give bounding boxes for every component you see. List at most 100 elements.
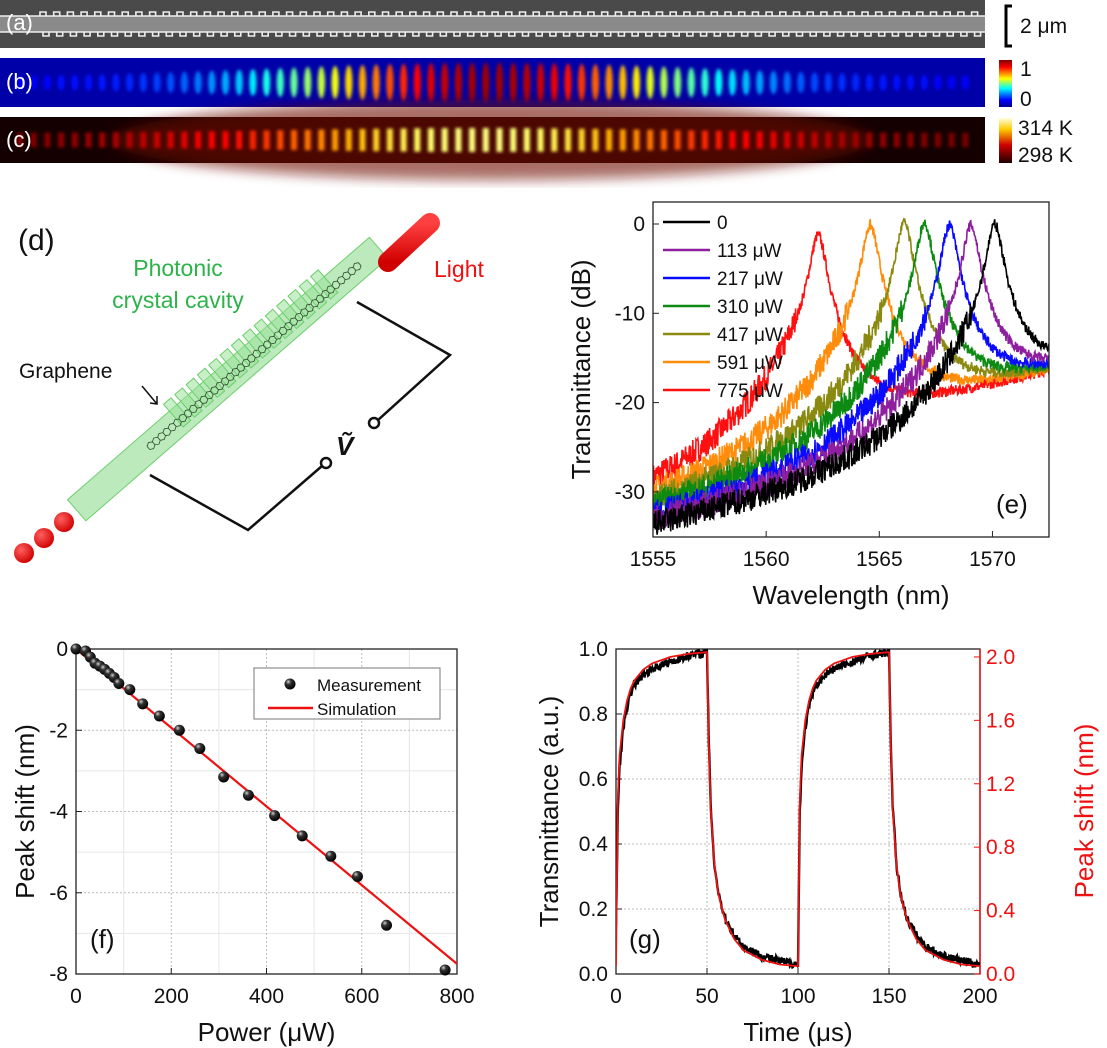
x-tick-label: 1570 [969, 548, 1016, 571]
field-lobe [660, 66, 668, 99]
temperature-lobe [756, 131, 763, 149]
x-tick-label: 0 [610, 985, 622, 1008]
field-lobe [427, 63, 435, 102]
field-lobe [578, 63, 586, 102]
field-lobe [961, 75, 969, 90]
field-lobe [523, 62, 531, 103]
x-tick-label: 1560 [743, 548, 790, 571]
temperature-lobe [797, 131, 804, 149]
field-lobe [30, 75, 38, 90]
sem-edge [0, 11, 985, 37]
measurement-point [194, 743, 206, 755]
field-lobe [249, 69, 257, 96]
scale-bar: 2 μm [1004, 4, 1067, 48]
measurement-point [381, 919, 393, 931]
legend-label: 310 μW [717, 297, 783, 318]
field-lobe [632, 65, 641, 100]
measurement-point [113, 678, 125, 690]
y-axis-title: Peak shift (nm) [10, 724, 40, 899]
temperature-lobe [359, 128, 366, 152]
x-axis-title: Time (μs) [743, 1017, 852, 1047]
field-lobe [756, 70, 764, 95]
temperature-lobe [633, 129, 640, 151]
terminal-icon [367, 416, 381, 430]
field-lobe [468, 62, 476, 103]
cavity-block [174, 387, 203, 418]
field-lobe [43, 74, 52, 91]
graphene-arrow-icon [141, 385, 158, 405]
colorbar-temperature [999, 118, 1012, 163]
x-tick-label: 1555 [630, 548, 677, 571]
temperature-lobe [606, 129, 613, 151]
legend-label: Measurement [317, 676, 421, 695]
field-lobe [920, 74, 928, 91]
field-lobe [372, 64, 380, 101]
field-stripes [16, 62, 969, 103]
y-tick-label: -6 [49, 882, 68, 905]
x-tick-label: 600 [344, 985, 379, 1008]
field-lobe [824, 72, 832, 93]
temperature-lobe [30, 132, 37, 148]
field-lobe [769, 70, 778, 95]
temperature-lobe [99, 132, 106, 148]
panel-f-label: (f) [90, 924, 115, 954]
temperature-lobe [496, 128, 503, 152]
field-lobe [441, 62, 449, 103]
panel-g-label: (g) [629, 924, 661, 954]
measurement-point [70, 643, 82, 655]
temperature-lobe [71, 132, 78, 148]
temperature-lobe [852, 132, 859, 148]
temperature-lobe [140, 132, 147, 148]
field-lobe [728, 69, 737, 96]
colorbar-field-max: 1 [1020, 58, 1032, 81]
temperature-lobe [715, 130, 722, 150]
light-beam-icon [378, 213, 440, 272]
temperature-lobe [428, 128, 434, 152]
field-lobe [934, 75, 942, 90]
panel-b-field-map: (b) [0, 58, 985, 107]
right-y-tick-label: 0.8 [986, 836, 1015, 859]
measurement-point [242, 789, 254, 801]
field-lobe [619, 65, 627, 100]
x-tick-label: 100 [780, 985, 815, 1008]
cavity-label-line1: Photonic [133, 255, 223, 281]
temperature-lobe [85, 132, 92, 148]
temperature-lobe [386, 128, 393, 152]
legend-label: 0 [717, 213, 728, 234]
field-lobe [194, 71, 202, 94]
temperature-lobe [907, 132, 914, 148]
legend-box [253, 667, 441, 720]
temperature-lobe [674, 130, 681, 150]
field-lobe [742, 69, 750, 96]
temperature-lobe [126, 132, 133, 148]
temperature-lobe [167, 131, 174, 149]
light-dot-icon [14, 543, 34, 563]
light-label: Light [434, 256, 484, 282]
field-lobe [906, 74, 915, 91]
temperature-lobe [811, 132, 818, 148]
legend-label: 113 μW [717, 241, 782, 262]
y-tick-label: -20 [615, 392, 645, 415]
y-tick-label: 1.0 [579, 638, 608, 661]
legend-label: 591 μW [717, 353, 783, 374]
light-dot-icon [54, 512, 74, 532]
panel-c-label: (c) [6, 127, 32, 152]
temperature-lobe [195, 131, 202, 149]
temperature-lobe [373, 128, 380, 152]
y-tick-label: -8 [49, 963, 68, 986]
temperature-lobe [537, 128, 544, 152]
measurement-point [296, 830, 308, 842]
temperature-lobe [304, 129, 311, 151]
right-y-tick-label: 0.0 [986, 963, 1015, 986]
x-tick-label: 1565 [856, 548, 903, 571]
measurement-point [173, 724, 185, 736]
x-tick-label: 400 [249, 985, 284, 1008]
cavity-block [242, 328, 271, 359]
temperature-lobe [263, 130, 270, 150]
x-tick-label: 200 [154, 985, 189, 1008]
cavity-block [185, 377, 215, 409]
field-lobe [509, 62, 517, 103]
y-axis-title: Transmittance (dB) [566, 259, 596, 479]
y-axis-title: Transmittance (a.u.) [534, 696, 564, 928]
spectrum-line [653, 218, 1049, 505]
